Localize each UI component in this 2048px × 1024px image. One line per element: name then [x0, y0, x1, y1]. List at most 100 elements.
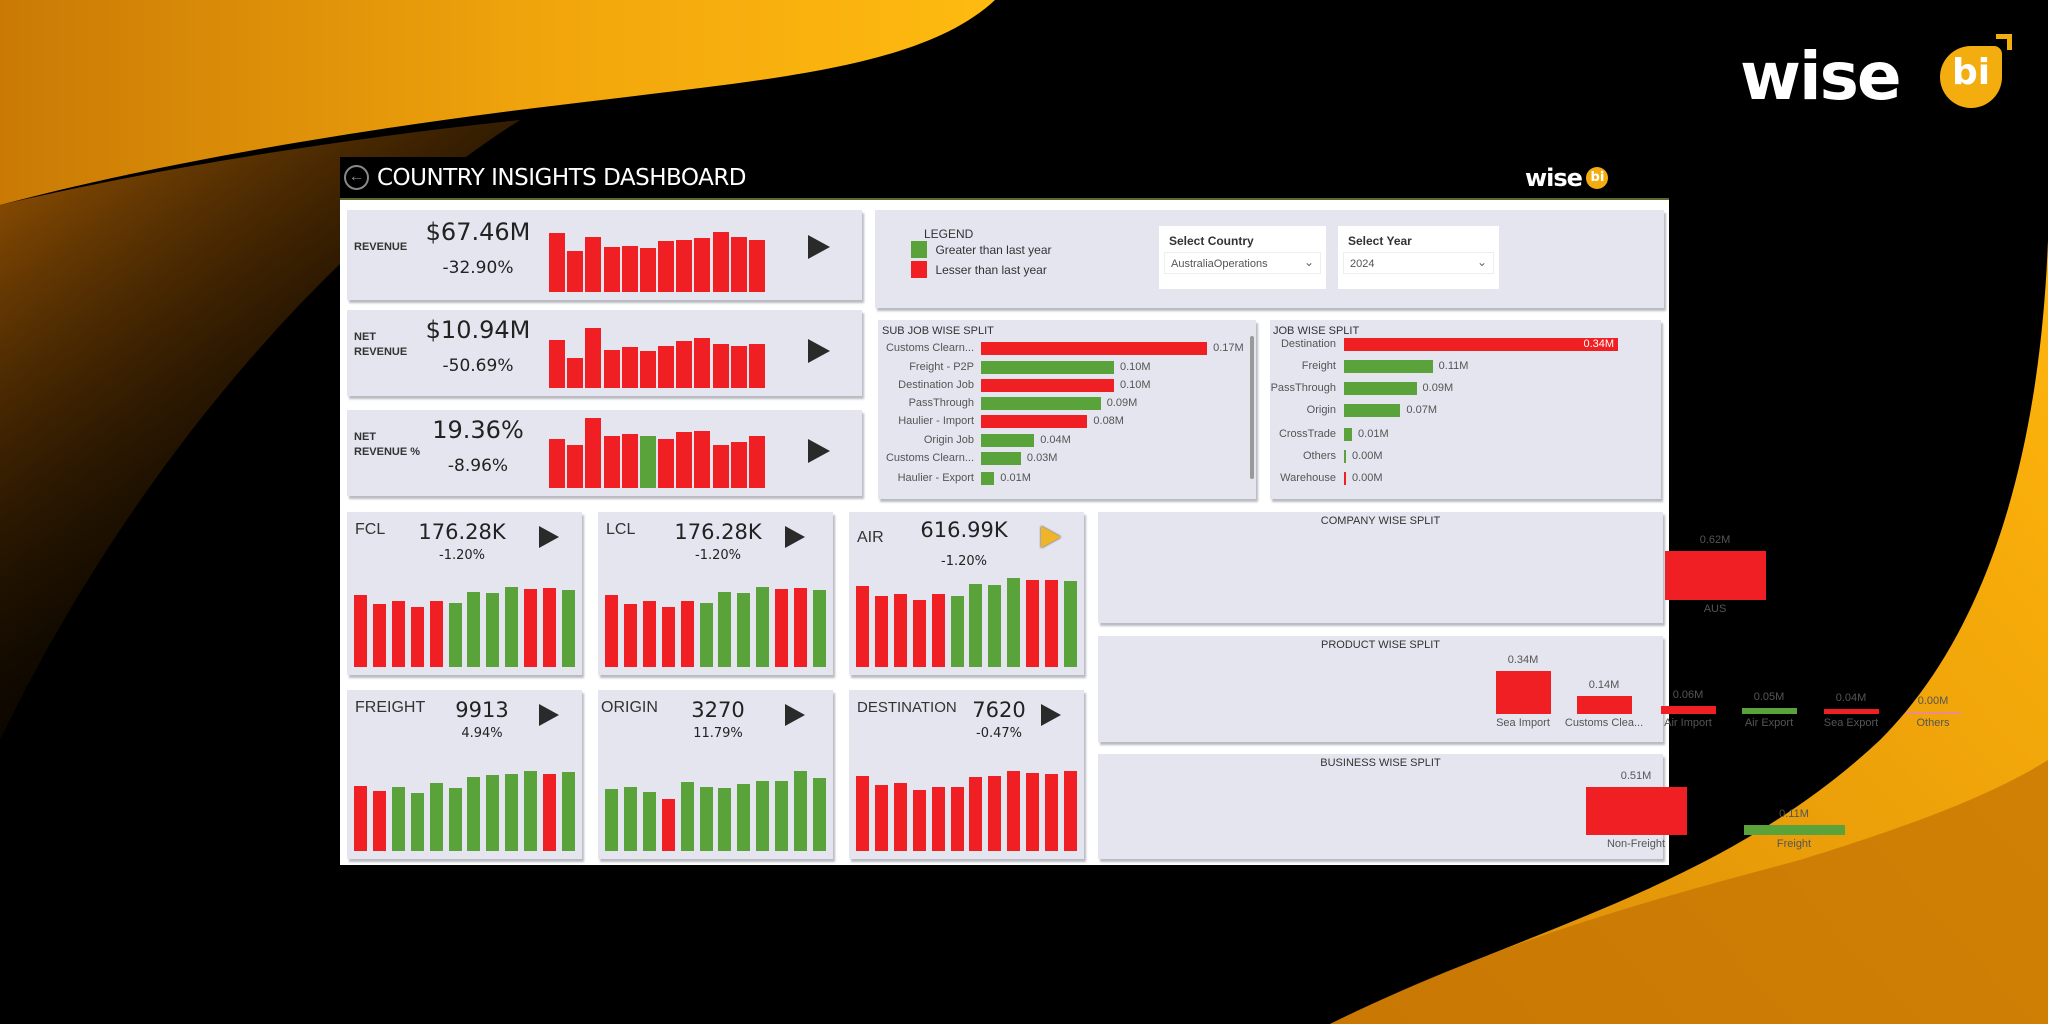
mini-bar[interactable]	[988, 585, 1002, 667]
mini-bar[interactable]	[661, 607, 675, 667]
mini-bar[interactable]	[410, 607, 424, 667]
mini-bar[interactable]	[676, 239, 693, 292]
play-arrow-icon[interactable]	[808, 235, 830, 259]
kpi-card-revenue[interactable]: REVENUE $67.46M -32.90%	[347, 210, 862, 300]
mini-bar[interactable]	[931, 594, 945, 667]
bar[interactable]	[1664, 551, 1766, 600]
mini-bar[interactable]	[448, 787, 462, 851]
mini-bar[interactable]	[812, 777, 826, 851]
mini-bar[interactable]	[718, 787, 732, 851]
mini-bar[interactable]	[603, 436, 620, 488]
play-arrow-icon[interactable]	[785, 526, 805, 548]
mini-bar[interactable]	[1026, 580, 1040, 667]
mini-bar[interactable]	[1026, 773, 1040, 851]
bar[interactable]	[1585, 787, 1687, 835]
bar[interactable]	[1495, 671, 1551, 714]
mini-bar[interactable]	[354, 785, 367, 851]
mini-bar[interactable]	[549, 439, 565, 488]
mini-bar[interactable]	[467, 592, 481, 667]
mini-bar[interactable]	[623, 603, 637, 667]
mini-bar[interactable]	[505, 773, 519, 851]
bar[interactable]	[981, 379, 1114, 392]
mini-bar[interactable]	[712, 232, 729, 292]
bar[interactable]	[1344, 404, 1401, 417]
mini-bar[interactable]	[680, 781, 694, 851]
bar[interactable]	[981, 415, 1088, 428]
mini-bar[interactable]	[585, 418, 602, 488]
play-arrow-icon[interactable]	[808, 339, 830, 363]
bar[interactable]	[981, 472, 995, 485]
bar[interactable]	[1344, 450, 1346, 463]
tile-air[interactable]: AIR 616.99K -1.20%	[849, 512, 1084, 675]
bar[interactable]	[1344, 472, 1346, 485]
mini-bar[interactable]	[372, 603, 386, 667]
mini-bar[interactable]	[950, 787, 964, 851]
mini-bar[interactable]	[856, 776, 869, 851]
mini-bar[interactable]	[543, 774, 557, 851]
bar[interactable]	[1344, 360, 1433, 373]
mini-bar[interactable]	[931, 786, 945, 851]
mini-bar[interactable]	[680, 601, 694, 667]
mini-bar[interactable]	[730, 345, 747, 388]
bar[interactable]	[1344, 382, 1417, 395]
mini-bar[interactable]	[605, 789, 618, 851]
mini-bar[interactable]	[603, 247, 620, 292]
bar[interactable]	[1743, 824, 1845, 835]
mini-bar[interactable]	[712, 445, 729, 488]
mini-bar[interactable]	[549, 339, 565, 388]
mini-bar[interactable]	[756, 780, 770, 851]
mini-bar[interactable]	[1045, 773, 1059, 851]
mini-bar[interactable]	[658, 346, 675, 388]
kpi-card-net-revenue-[interactable]: NET REVENUE % 19.36% -8.96%	[347, 410, 862, 496]
mini-bar[interactable]	[856, 586, 869, 667]
mini-bar[interactable]	[812, 590, 826, 667]
mini-bar[interactable]	[1045, 580, 1059, 667]
tile-freight[interactable]: FREIGHT 9913 4.94%	[347, 690, 582, 859]
mini-bar[interactable]	[658, 241, 675, 292]
mini-bar[interactable]	[524, 771, 538, 851]
mini-bar[interactable]	[699, 787, 713, 851]
mini-bar[interactable]	[676, 340, 693, 388]
tile-origin[interactable]: ORIGIN 3270 11.79%	[598, 690, 833, 859]
mini-bar[interactable]	[639, 350, 656, 388]
mini-bar[interactable]	[585, 328, 602, 388]
bar[interactable]	[1660, 706, 1716, 714]
mini-bar[interactable]	[372, 790, 386, 851]
mini-bar[interactable]	[694, 237, 711, 292]
mini-bar[interactable]	[621, 246, 638, 292]
mini-bar[interactable]	[730, 237, 747, 292]
mini-bar[interactable]	[912, 600, 926, 667]
mini-bar[interactable]	[730, 442, 747, 488]
bar[interactable]	[981, 397, 1101, 410]
mini-bar[interactable]	[912, 789, 926, 851]
back-arrow-circle-icon[interactable]: ←	[344, 165, 369, 190]
mini-bar[interactable]	[621, 433, 638, 488]
mini-bar[interactable]	[794, 588, 808, 667]
mini-bar[interactable]	[874, 596, 888, 667]
mini-bar[interactable]	[775, 780, 789, 851]
mini-bar[interactable]	[561, 772, 575, 851]
mini-bar[interactable]	[661, 799, 675, 851]
mini-bar[interactable]	[567, 445, 584, 488]
mini-bar[interactable]	[567, 357, 584, 388]
mini-bar[interactable]	[549, 232, 565, 292]
mini-bar[interactable]	[969, 776, 983, 851]
bar[interactable]	[981, 342, 1208, 355]
bar[interactable]	[1823, 708, 1879, 714]
bar[interactable]	[1741, 707, 1797, 714]
mini-bar[interactable]	[1007, 578, 1021, 667]
mini-bar[interactable]	[775, 589, 789, 667]
mini-bar[interactable]	[605, 594, 618, 667]
mini-bar[interactable]	[354, 594, 367, 667]
mini-bar[interactable]	[567, 250, 584, 292]
mini-bar[interactable]	[1063, 581, 1077, 667]
mini-bar[interactable]	[448, 603, 462, 667]
mini-bar[interactable]	[543, 588, 557, 667]
mini-bar[interactable]	[694, 337, 711, 388]
mini-bar[interactable]	[585, 237, 602, 292]
mini-bar[interactable]	[756, 587, 770, 667]
mini-bar[interactable]	[694, 431, 711, 488]
play-arrow-icon[interactable]	[539, 526, 559, 548]
mini-bar[interactable]	[623, 786, 637, 851]
play-arrow-icon[interactable]	[1041, 704, 1061, 726]
